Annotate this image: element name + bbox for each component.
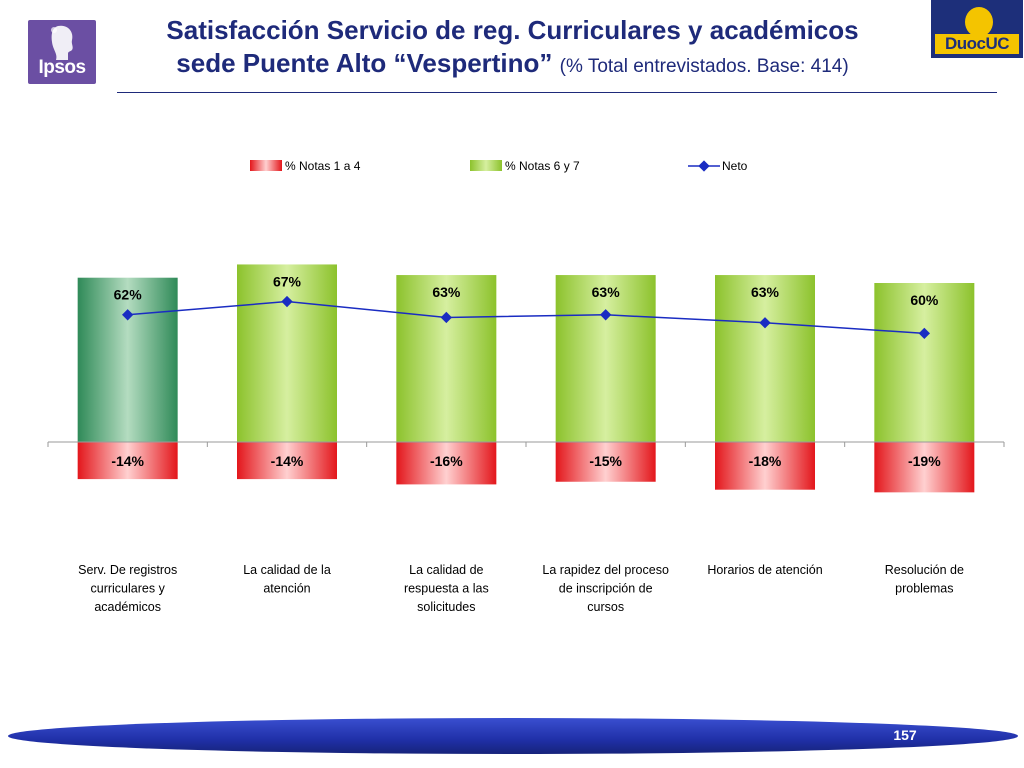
neto-point [281, 295, 293, 308]
data-label-notas-1-4: -14% [271, 453, 304, 469]
neto-line [122, 295, 930, 340]
category-label: La rapidez del proceso de inscripción de c… [542, 563, 669, 614]
bar-notas-6-7 [77, 277, 178, 442]
bar-notas-6-7 [715, 275, 815, 442]
page-number: 157 [893, 727, 917, 743]
chart-bars [77, 264, 975, 493]
bar-notas-6-7 [874, 283, 975, 442]
bar-notas-1-4 [77, 442, 178, 480]
data-label-notas-6-7: 63% [592, 284, 621, 300]
data-label-notas-6-7: 63% [751, 284, 780, 300]
legend-label-notas-6-7: % Notas 6 y 7 [505, 159, 580, 173]
neto-point [759, 317, 771, 329]
legend-marker-neto [698, 160, 710, 172]
ipsos-logo-text: Ipsos [38, 57, 86, 78]
title-line-1: Satisfacción Servicio de reg. Curricular… [166, 15, 859, 45]
neto-series-line [127, 300, 925, 335]
bar-notas-1-4 [555, 442, 656, 482]
neto-point [440, 311, 452, 324]
data-label-notas-1-4: -15% [589, 453, 622, 469]
data-label-notas-6-7: 63% [432, 284, 461, 300]
title-line-2-subtitle: (% Total entrevistados. Base: 414) [559, 56, 849, 77]
data-label-notas-1-4: -19% [908, 453, 941, 469]
bar-notas-6-7 [237, 264, 337, 442]
data-label-notas-6-7: 60% [910, 292, 939, 308]
data-label-notas-6-7: 62% [114, 287, 143, 303]
category-label: La calidad de la atención [243, 563, 331, 596]
duoc-logo: DuocUC [931, 0, 1023, 58]
title-divider [117, 92, 997, 93]
bar-notas-1-4 [715, 442, 815, 490]
bar-notas-1-4 [874, 442, 975, 493]
data-label-notas-1-4: -14% [111, 453, 144, 469]
data-label-notas-6-7: 67% [273, 273, 302, 289]
footer-band [8, 718, 1018, 754]
legend-label-notas-1-4: % Notas 1 a 4 [285, 159, 361, 173]
ipsos-face-icon [51, 25, 73, 61]
category-label: La calidad de respuesta a las solicitudes [404, 563, 489, 614]
category-label: Horarios de atención [707, 563, 822, 577]
chart-axis [47, 441, 1005, 447]
neto-point [600, 309, 612, 321]
data-label-notas-1-4: -16% [430, 453, 463, 469]
bar-notas-1-4 [396, 442, 497, 485]
bar-notas-6-7 [555, 275, 656, 442]
ipsos-logo: Ipsos [28, 20, 96, 84]
data-label-notas-1-4: -18% [749, 453, 782, 469]
legend-label-neto: Neto [722, 159, 748, 173]
title-line-2: sede Puente Alto “Vespertino” (% Total e… [110, 47, 915, 83]
page-title: Satisfacción Servicio de reg. Curricular… [110, 14, 915, 83]
duoc-logo-text: DuocUC [935, 34, 1019, 54]
bar-notas-1-4 [237, 442, 337, 480]
bar-notas-6-7 [396, 275, 497, 442]
legend-swatch-notas-6-7 [470, 160, 502, 171]
category-label: Resolución de problemas [885, 563, 964, 596]
legend-swatch-notas-1-4 [250, 160, 282, 171]
title-line-2-bold: sede Puente Alto “Vespertino” [176, 48, 553, 78]
duoc-seal-icon [963, 5, 995, 39]
chart-legend: % Notas 1 a 4 % Notas 6 y 7 Neto [250, 159, 748, 173]
neto-point [918, 327, 930, 340]
category-label: Serv. De registros curriculares y académic… [78, 563, 177, 614]
